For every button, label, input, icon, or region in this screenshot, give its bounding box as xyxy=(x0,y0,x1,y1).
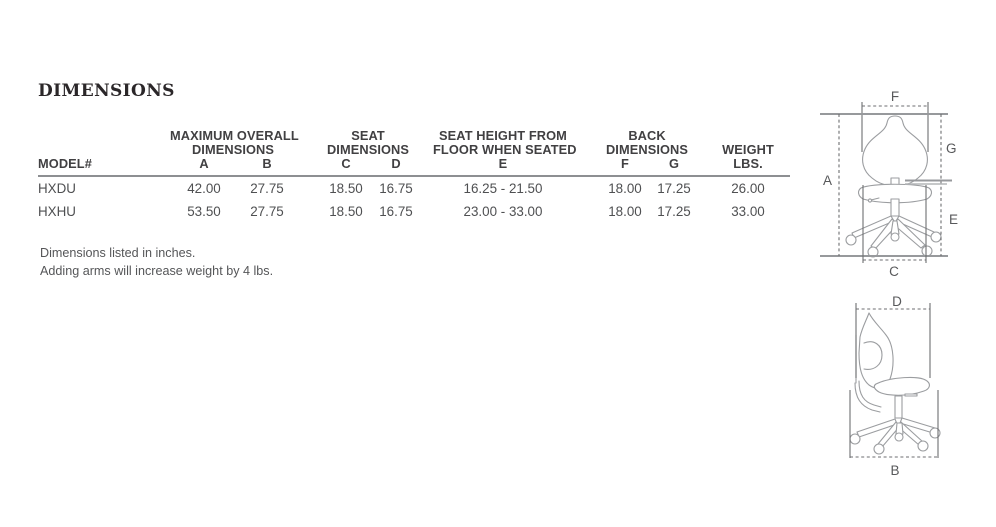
cell-f: 18.00 xyxy=(608,181,642,196)
chair-spine-lower xyxy=(854,382,881,413)
table-header: MAXIMUM OVERALL DIMENSIONS SEAT DIMENSIO… xyxy=(38,129,790,171)
cell-e: 16.25 - 21.50 xyxy=(463,181,543,196)
group-header-seat-line2: DIMENSIONS xyxy=(326,142,410,157)
dimension-lines-front xyxy=(820,102,952,263)
chair-side-illustration xyxy=(849,312,941,455)
cell-b: 27.75 xyxy=(250,181,284,196)
cell-a: 42.00 xyxy=(187,181,221,196)
footnote-inches: Dimensions listed in inches. xyxy=(40,246,196,260)
chair-caster xyxy=(873,443,885,455)
group-header-seat-line1: SEAT xyxy=(351,128,385,143)
column-header-c: C xyxy=(341,156,351,171)
column-header-g: G xyxy=(668,156,680,171)
footnote-arms-weight: Adding arms will increase weight by 4 lb… xyxy=(40,264,274,278)
cell-c: 18.50 xyxy=(329,204,363,219)
group-header-back-line2: DIMENSIONS xyxy=(605,142,689,157)
dim-label-e: E xyxy=(949,212,958,227)
chair-back-inner-curve xyxy=(863,341,883,370)
chair-caster xyxy=(917,440,929,452)
chair-front-view-diagram: F G A E C xyxy=(820,89,958,279)
chair-lever-knob xyxy=(867,198,873,203)
table-row: HXHU 53.50 27.75 18.50 16.75 23.00 - 33.… xyxy=(38,200,790,223)
cell-b: 27.75 xyxy=(250,204,284,219)
cell-g: 17.25 xyxy=(657,181,691,196)
cell-d: 16.75 xyxy=(379,204,413,219)
cell-e: 23.00 - 33.00 xyxy=(463,204,543,219)
cell-g: 17.25 xyxy=(657,204,691,219)
cell-model: HXHU xyxy=(38,204,76,219)
dimensions-table: MAXIMUM OVERALL DIMENSIONS SEAT DIMENSIO… xyxy=(38,129,790,223)
column-header-b: B xyxy=(262,156,272,171)
chair-leg xyxy=(895,422,904,435)
chair-stem xyxy=(890,198,900,217)
cell-f: 18.00 xyxy=(608,204,642,219)
cell-a: 53.50 xyxy=(187,204,221,219)
dim-label-c: C xyxy=(889,264,899,279)
chair-front-illustration xyxy=(845,115,942,258)
column-header-a: A xyxy=(199,156,209,171)
chair-caster xyxy=(849,433,861,445)
group-header-seat-height-line2: FLOOR WHEN SEATED xyxy=(433,142,577,157)
cell-weight: 26.00 xyxy=(731,181,765,196)
chair-caster xyxy=(845,234,857,246)
cell-weight: 33.00 xyxy=(731,204,765,219)
chair-backrest-side xyxy=(858,312,894,389)
column-header-weight-lbs: LBS. xyxy=(733,156,763,171)
chair-lever xyxy=(870,197,880,201)
group-header-max-overall-line1: MAXIMUM OVERALL xyxy=(170,128,299,143)
dim-label-a: A xyxy=(823,173,832,188)
table-header-rule xyxy=(38,175,790,177)
table-row: HXDU 42.00 27.75 18.50 16.75 16.25 - 21.… xyxy=(38,177,790,200)
cell-c: 18.50 xyxy=(329,181,363,196)
chair-backrest xyxy=(862,115,928,187)
column-header-d: D xyxy=(391,156,401,171)
cell-d: 16.75 xyxy=(379,181,413,196)
chair-caster xyxy=(921,245,933,257)
chair-caster xyxy=(930,231,942,243)
chair-caster xyxy=(894,432,904,442)
column-header-model: MODEL# xyxy=(38,156,92,171)
footnotes: Dimensions listed in inches. Adding arms… xyxy=(40,244,273,280)
chair-lever-side xyxy=(904,393,918,397)
chair-caster xyxy=(890,232,900,242)
dim-label-b: B xyxy=(890,463,899,478)
column-header-e: E xyxy=(498,156,508,171)
dimension-lines-side xyxy=(849,303,939,458)
group-header-seat-height-line1: SEAT HEIGHT FROM xyxy=(439,128,567,143)
page-title: DIMENSIONS xyxy=(38,81,175,101)
dim-label-f: F xyxy=(891,89,899,104)
dim-label-d: D xyxy=(892,294,902,309)
cell-model: HXDU xyxy=(38,181,76,196)
chair-side-view-diagram: D B xyxy=(849,294,941,478)
column-header-f: F xyxy=(621,156,629,171)
chair-spine-lower xyxy=(858,380,882,408)
group-header-weight-line1: WEIGHT xyxy=(722,142,774,157)
chair-seat-side xyxy=(873,376,930,396)
chair-leg xyxy=(890,220,900,235)
group-header-back-line1: BACK xyxy=(628,128,666,143)
group-header-max-overall-line2: DIMENSIONS xyxy=(191,142,275,157)
dim-label-g: G xyxy=(946,141,957,156)
chair-stem-side xyxy=(894,395,903,419)
